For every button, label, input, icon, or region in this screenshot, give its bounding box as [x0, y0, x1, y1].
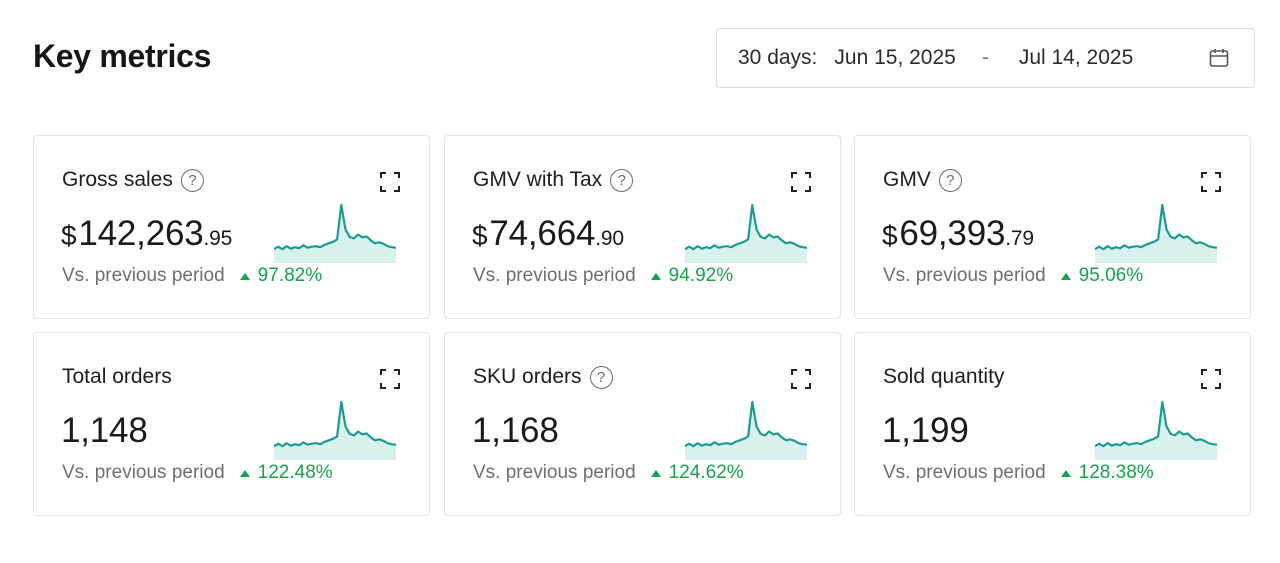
- metric-comparison: Vs. previous period 97.82%: [62, 265, 322, 287]
- trend-up-icon: [650, 272, 661, 280]
- sparkline-line: [1095, 203, 1217, 251]
- metric-value: $142,263.95: [61, 214, 232, 254]
- date-range-end: Jul 14, 2025: [1018, 46, 1134, 69]
- comparison-label: Vs. previous period: [473, 462, 636, 483]
- sparkline-line: [1095, 400, 1217, 448]
- date-range-start: Jun 15, 2025: [834, 46, 956, 69]
- metric-comparison: Vs. previous period 128.38%: [883, 462, 1154, 484]
- metric-card-total-orders[interactable]: Total orders 1,148 Vs. previous period 1…: [33, 332, 430, 516]
- sparkline-area: [685, 205, 807, 263]
- help-icon[interactable]: ?: [180, 168, 204, 192]
- comparison-label: Vs. previous period: [883, 462, 1046, 483]
- metric-name: SKU orders ?: [473, 365, 613, 389]
- expand-icon[interactable]: [379, 368, 401, 390]
- help-icon[interactable]: ?: [589, 365, 613, 389]
- metric-value-main: 1,199: [882, 411, 969, 450]
- metric-value: $74,664.90: [472, 214, 624, 254]
- page-title: Key metrics: [33, 38, 212, 74]
- sparkline-chart: [1095, 400, 1217, 460]
- change-percentage: 95.06%: [1078, 265, 1144, 286]
- metric-card-sku-orders[interactable]: SKU orders ? 1,168 Vs. previous period 1…: [444, 332, 841, 516]
- trend-up-icon: [650, 469, 661, 477]
- sparkline-chart: [685, 400, 807, 460]
- trend-up-icon: [239, 469, 250, 477]
- help-icon[interactable]: ?: [938, 168, 962, 192]
- metric-card-sold-quantity[interactable]: Sold quantity 1,199 Vs. previous period …: [854, 332, 1251, 516]
- sparkline-chart: [274, 203, 396, 263]
- expand-icon[interactable]: [790, 171, 812, 193]
- metric-name: GMV ?: [883, 168, 962, 192]
- date-range-label: 30 days:: [738, 46, 818, 69]
- change-percentage: 128.38%: [1078, 462, 1154, 483]
- expand-icon[interactable]: [790, 368, 812, 390]
- metric-value-decimal: .90: [595, 227, 624, 250]
- trend-up-icon: [1060, 272, 1071, 280]
- comparison-label: Vs. previous period: [883, 265, 1046, 286]
- metric-value-main: 74,664: [489, 214, 596, 253]
- sparkline-chart: [1095, 203, 1217, 263]
- metric-comparison: Vs. previous period 94.92%: [473, 265, 733, 287]
- metric-currency: $: [472, 220, 488, 251]
- sparkline-area: [1095, 205, 1217, 263]
- expand-icon[interactable]: [1200, 171, 1222, 193]
- change-percentage: 122.48%: [257, 462, 333, 483]
- metric-name-label: GMV: [883, 168, 931, 191]
- metric-value-decimal: .95: [203, 227, 233, 250]
- calendar-icon[interactable]: [1207, 46, 1231, 70]
- metric-value: 1,148: [61, 411, 148, 451]
- metric-value: 1,168: [472, 411, 559, 451]
- metric-name: GMV with Tax ?: [473, 168, 634, 192]
- metric-value-main: 1,168: [472, 411, 559, 450]
- metric-currency: $: [61, 220, 77, 251]
- change-percentage: 94.92%: [668, 265, 734, 286]
- metric-card-gmv-with-tax[interactable]: GMV with Tax ? $74,664.90 Vs. previous p…: [444, 135, 841, 319]
- help-icon[interactable]: ?: [610, 168, 634, 192]
- metric-comparison: Vs. previous period 122.48%: [62, 462, 333, 484]
- expand-icon[interactable]: [379, 171, 401, 193]
- sparkline-area: [274, 402, 396, 460]
- sparkline-line: [274, 203, 396, 251]
- metric-value-main: 69,393: [899, 214, 1006, 253]
- metric-name-label: SKU orders: [473, 365, 582, 388]
- metric-name-label: GMV with Tax: [473, 168, 603, 191]
- sparkline-area: [685, 402, 807, 460]
- metric-value: $69,393.79: [882, 214, 1034, 254]
- sparkline-line: [685, 400, 807, 448]
- metric-value: 1,199: [882, 411, 969, 451]
- trend-up-icon: [239, 272, 250, 280]
- sparkline-area: [1095, 402, 1217, 460]
- metric-comparison: Vs. previous period 95.06%: [883, 265, 1143, 287]
- metric-comparison: Vs. previous period 124.62%: [473, 462, 744, 484]
- comparison-label: Vs. previous period: [62, 462, 225, 483]
- trend-up-icon: [1060, 469, 1071, 477]
- metric-name-label: Sold quantity: [883, 365, 1005, 388]
- sparkline-line: [685, 203, 807, 251]
- sparkline-area: [274, 205, 396, 263]
- sparkline-chart: [274, 400, 396, 460]
- metric-value-main: 142,263: [78, 214, 204, 253]
- metric-name: Sold quantity: [883, 365, 1004, 389]
- metric-name: Total orders: [62, 365, 172, 389]
- metric-card-gross-sales[interactable]: Gross sales ? $142,263.95 Vs. previous p…: [33, 135, 430, 319]
- change-percentage: 124.62%: [668, 462, 744, 483]
- sparkline-line: [274, 400, 396, 448]
- metric-currency: $: [882, 220, 898, 251]
- sparkline-chart: [685, 203, 807, 263]
- expand-icon[interactable]: [1200, 368, 1222, 390]
- comparison-label: Vs. previous period: [473, 265, 636, 286]
- date-range-picker[interactable]: 30 days: Jun 15, 2025 - Jul 14, 2025: [716, 28, 1255, 88]
- metric-name-label: Gross sales: [62, 168, 173, 191]
- change-percentage: 97.82%: [257, 265, 323, 286]
- metric-card-gmv[interactable]: GMV ? $69,393.79 Vs. previous period 95.…: [854, 135, 1251, 319]
- metric-value-main: 1,148: [61, 411, 148, 450]
- metric-name-label: Total orders: [62, 365, 172, 388]
- metric-name: Gross sales ?: [62, 168, 204, 192]
- comparison-label: Vs. previous period: [62, 265, 225, 286]
- metric-value-decimal: .79: [1005, 227, 1034, 250]
- date-range-separator: -: [981, 46, 989, 69]
